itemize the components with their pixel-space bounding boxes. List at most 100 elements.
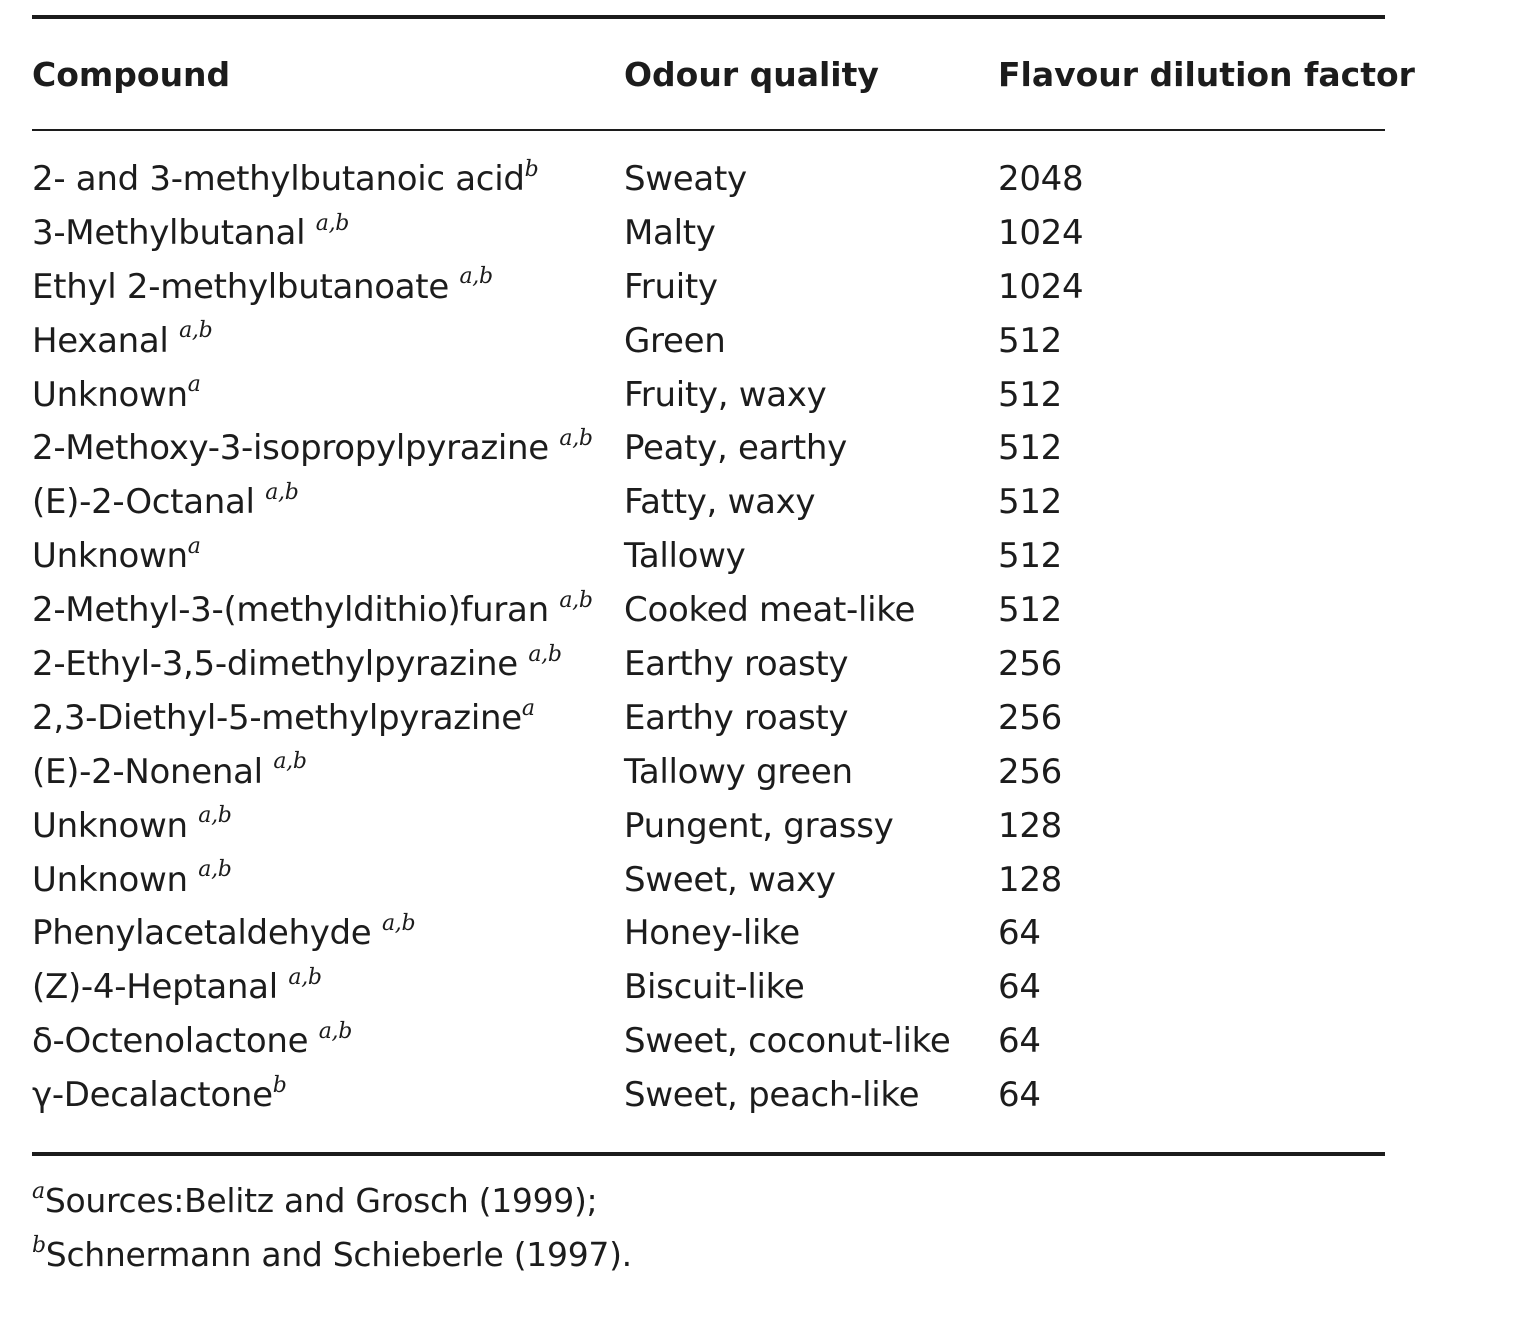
compound-name: Unknown: [32, 374, 188, 415]
table-row: γ-Decalactoneb Sweet, peach-like 64: [0, 1068, 1532, 1122]
flavour-dilution-factor-cell: 64: [998, 967, 1041, 1008]
odour-quality-cell: Malty: [624, 212, 716, 253]
compound-cell: γ-Decalactoneb: [32, 1068, 287, 1122]
footnote-reference: a,b: [318, 1018, 353, 1044]
odour-quality-cell: Tallowy: [624, 536, 746, 577]
odour-quality-cell: Fruity: [624, 266, 718, 307]
compound-name: 2-Methoxy-3-isopropylpyrazine: [32, 428, 560, 469]
compound-cell: 3-Methylbutanal a,b: [32, 206, 349, 260]
footnote-a: aSources:Belitz and Grosch (1999);: [32, 1178, 598, 1224]
odour-quality-cell: Honey-like: [624, 913, 800, 954]
bottom-rule: [32, 1152, 1385, 1156]
compound-name: (E)-2-Nonenal: [32, 751, 274, 792]
flavour-dilution-factor-cell: 256: [998, 697, 1062, 738]
flavour-dilution-factor-cell: 2048: [998, 159, 1084, 199]
compound-cell: (E)-2-Octanal a,b: [32, 475, 299, 529]
compound-name: (Z)-4-Heptanal: [32, 967, 289, 1008]
compound-name: γ-Decalactone: [32, 1075, 273, 1116]
footnote-reference: b: [524, 156, 539, 182]
flavour-dilution-factor-cell: 64: [998, 1075, 1041, 1116]
odour-quality-cell: Fruity, waxy: [624, 374, 827, 415]
footnote-b: bSchnermann and Schieberle (1997).: [32, 1232, 632, 1278]
compound-name: 2-Ethyl-3,5-dimethylpyrazine: [32, 644, 529, 685]
footnote-reference: a,b: [179, 318, 213, 344]
footnote-reference: a,b: [381, 911, 416, 937]
table-row: Unknowna Fruity, waxy 512: [0, 368, 1532, 422]
table-row: Unknown a,b Sweet, waxy 128: [0, 853, 1532, 907]
footnote-reference: b: [272, 1072, 287, 1098]
flavour-dilution-factor-cell: 256: [998, 751, 1062, 792]
footnote-text: Sources:Belitz and Grosch (1999);: [44, 1181, 598, 1220]
table-row: 2-Methyl-3-(methyldithio)furan a,b Cooked…: [0, 583, 1532, 637]
flavour-dilution-factor-cell: 128: [998, 805, 1062, 846]
footnote-reference: a,b: [198, 857, 232, 883]
flavour-dilution-factor-cell: 512: [998, 320, 1062, 361]
flavour-dilution-factor-cell: 512: [998, 536, 1062, 577]
compound-cell: 2-Methoxy-3-isopropylpyrazine a,b: [32, 421, 593, 475]
compound-cell: Phenylacetaldehyde a,b: [32, 906, 416, 960]
table-body: 2- and 3-methylbutanoic acidb Sweaty 2048 3…: [0, 152, 1532, 1122]
compound-cell: Unknowna: [32, 529, 201, 583]
compound-name: 2,3-Diethyl-5-methylpyrazine: [32, 697, 522, 738]
compound-name: δ-Octenolactone: [32, 1021, 319, 1062]
odour-quality-cell: Sweaty: [624, 159, 747, 199]
footnote-reference: a,b: [273, 749, 307, 775]
odour-quality-cell: Peaty, earthy: [624, 428, 847, 469]
compound-cell: 2-Ethyl-3,5-dimethylpyrazine a,b: [32, 637, 562, 691]
header-odour-quality: Odour quality: [624, 55, 879, 94]
flavour-dilution-factor-cell: 64: [998, 1021, 1041, 1062]
footnote-reference: a,b: [528, 641, 562, 667]
compound-name: Phenylacetaldehyde: [32, 913, 382, 954]
table-header: Compound Odour quality Flavour dilution …: [0, 52, 1532, 98]
footnote-reference: a: [187, 372, 201, 398]
compound-cell: (Z)-4-Heptanal a,b: [32, 960, 322, 1014]
top-rule: [32, 15, 1385, 19]
table-row: Unknowna Tallowy 512: [0, 529, 1532, 583]
compound-cell: (E)-2-Nonenal a,b: [32, 745, 307, 799]
compound-cell: δ-Octenolactone a,b: [32, 1014, 352, 1068]
footnote-mark: b: [32, 1233, 46, 1258]
compound-name: 3-Methylbutanal: [32, 212, 316, 253]
table-row: 2,3-Diethyl-5-methylpyrazinea Earthy roas…: [0, 691, 1532, 745]
compound-name: Unknown: [32, 859, 199, 900]
odour-quality-cell: Sweet, waxy: [624, 859, 836, 900]
compound-cell: Unknown a,b: [32, 799, 232, 853]
odour-quality-cell: Earthy roasty: [624, 697, 849, 738]
odour-quality-cell: Earthy roasty: [624, 644, 849, 685]
odour-quality-cell: Sweet, coconut-like: [624, 1021, 951, 1062]
flavour-dilution-factor-cell: 1024: [998, 212, 1084, 253]
compound-name: Unknown: [32, 805, 199, 846]
odour-quality-cell: Cooked meat-like: [624, 590, 916, 631]
flavour-dilution-factor-cell: 128: [998, 859, 1062, 900]
header-rule: [32, 129, 1385, 131]
table-row: (E)-2-Octanal a,b Fatty, waxy 512: [0, 475, 1532, 529]
footnote-reference: a: [187, 533, 201, 559]
compound-cell: 2-Methyl-3-(methyldithio)furan a,b: [32, 583, 593, 637]
table-row: Unknown a,b Pungent, grassy 128: [0, 799, 1532, 853]
compound-cell: 2- and 3-methylbutanoic acidb: [32, 152, 539, 206]
compound-name: Hexanal: [32, 320, 180, 361]
flavour-dilution-factor-cell: 256: [998, 644, 1062, 685]
table-row: (Z)-4-Heptanal a,b Biscuit-like 64: [0, 960, 1532, 1014]
compound-cell: Unknown a,b: [32, 853, 232, 907]
odour-quality-cell: Green: [624, 320, 726, 361]
flavour-dilution-factor-cell: 512: [998, 482, 1062, 523]
compound-name: Unknown: [32, 536, 188, 577]
compound-cell: 2,3-Diethyl-5-methylpyrazinea: [32, 691, 535, 745]
table-row: 2-Ethyl-3,5-dimethylpyrazine a,b Earthy r…: [0, 637, 1532, 691]
footnote-reference: a,b: [559, 426, 593, 452]
odour-quality-cell: Biscuit-like: [624, 967, 805, 1008]
table-row: δ-Octenolactone a,b Sweet, coconut-like 64: [0, 1014, 1532, 1068]
table-row: Hexanal a,b Green 512: [0, 314, 1532, 368]
compound-cell: Unknowna: [32, 368, 201, 422]
footnote-reference: a,b: [288, 965, 322, 991]
compound-name: Ethyl 2-methylbutanoate: [32, 266, 460, 307]
footnote-reference: a,b: [559, 587, 593, 613]
table-row: 2-Methoxy-3-isopropylpyrazine a,b Peaty, …: [0, 421, 1532, 475]
flavour-dilution-factor-cell: 1024: [998, 266, 1084, 307]
compound-name: (E)-2-Octanal: [32, 482, 266, 523]
flavour-dilution-factor-cell: 512: [998, 374, 1062, 415]
flavour-dilution-factor-cell: 512: [998, 428, 1062, 469]
footnote-text: Schnermann and Schieberle (1997).: [45, 1235, 632, 1274]
compound-cell: Hexanal a,b: [32, 314, 213, 368]
